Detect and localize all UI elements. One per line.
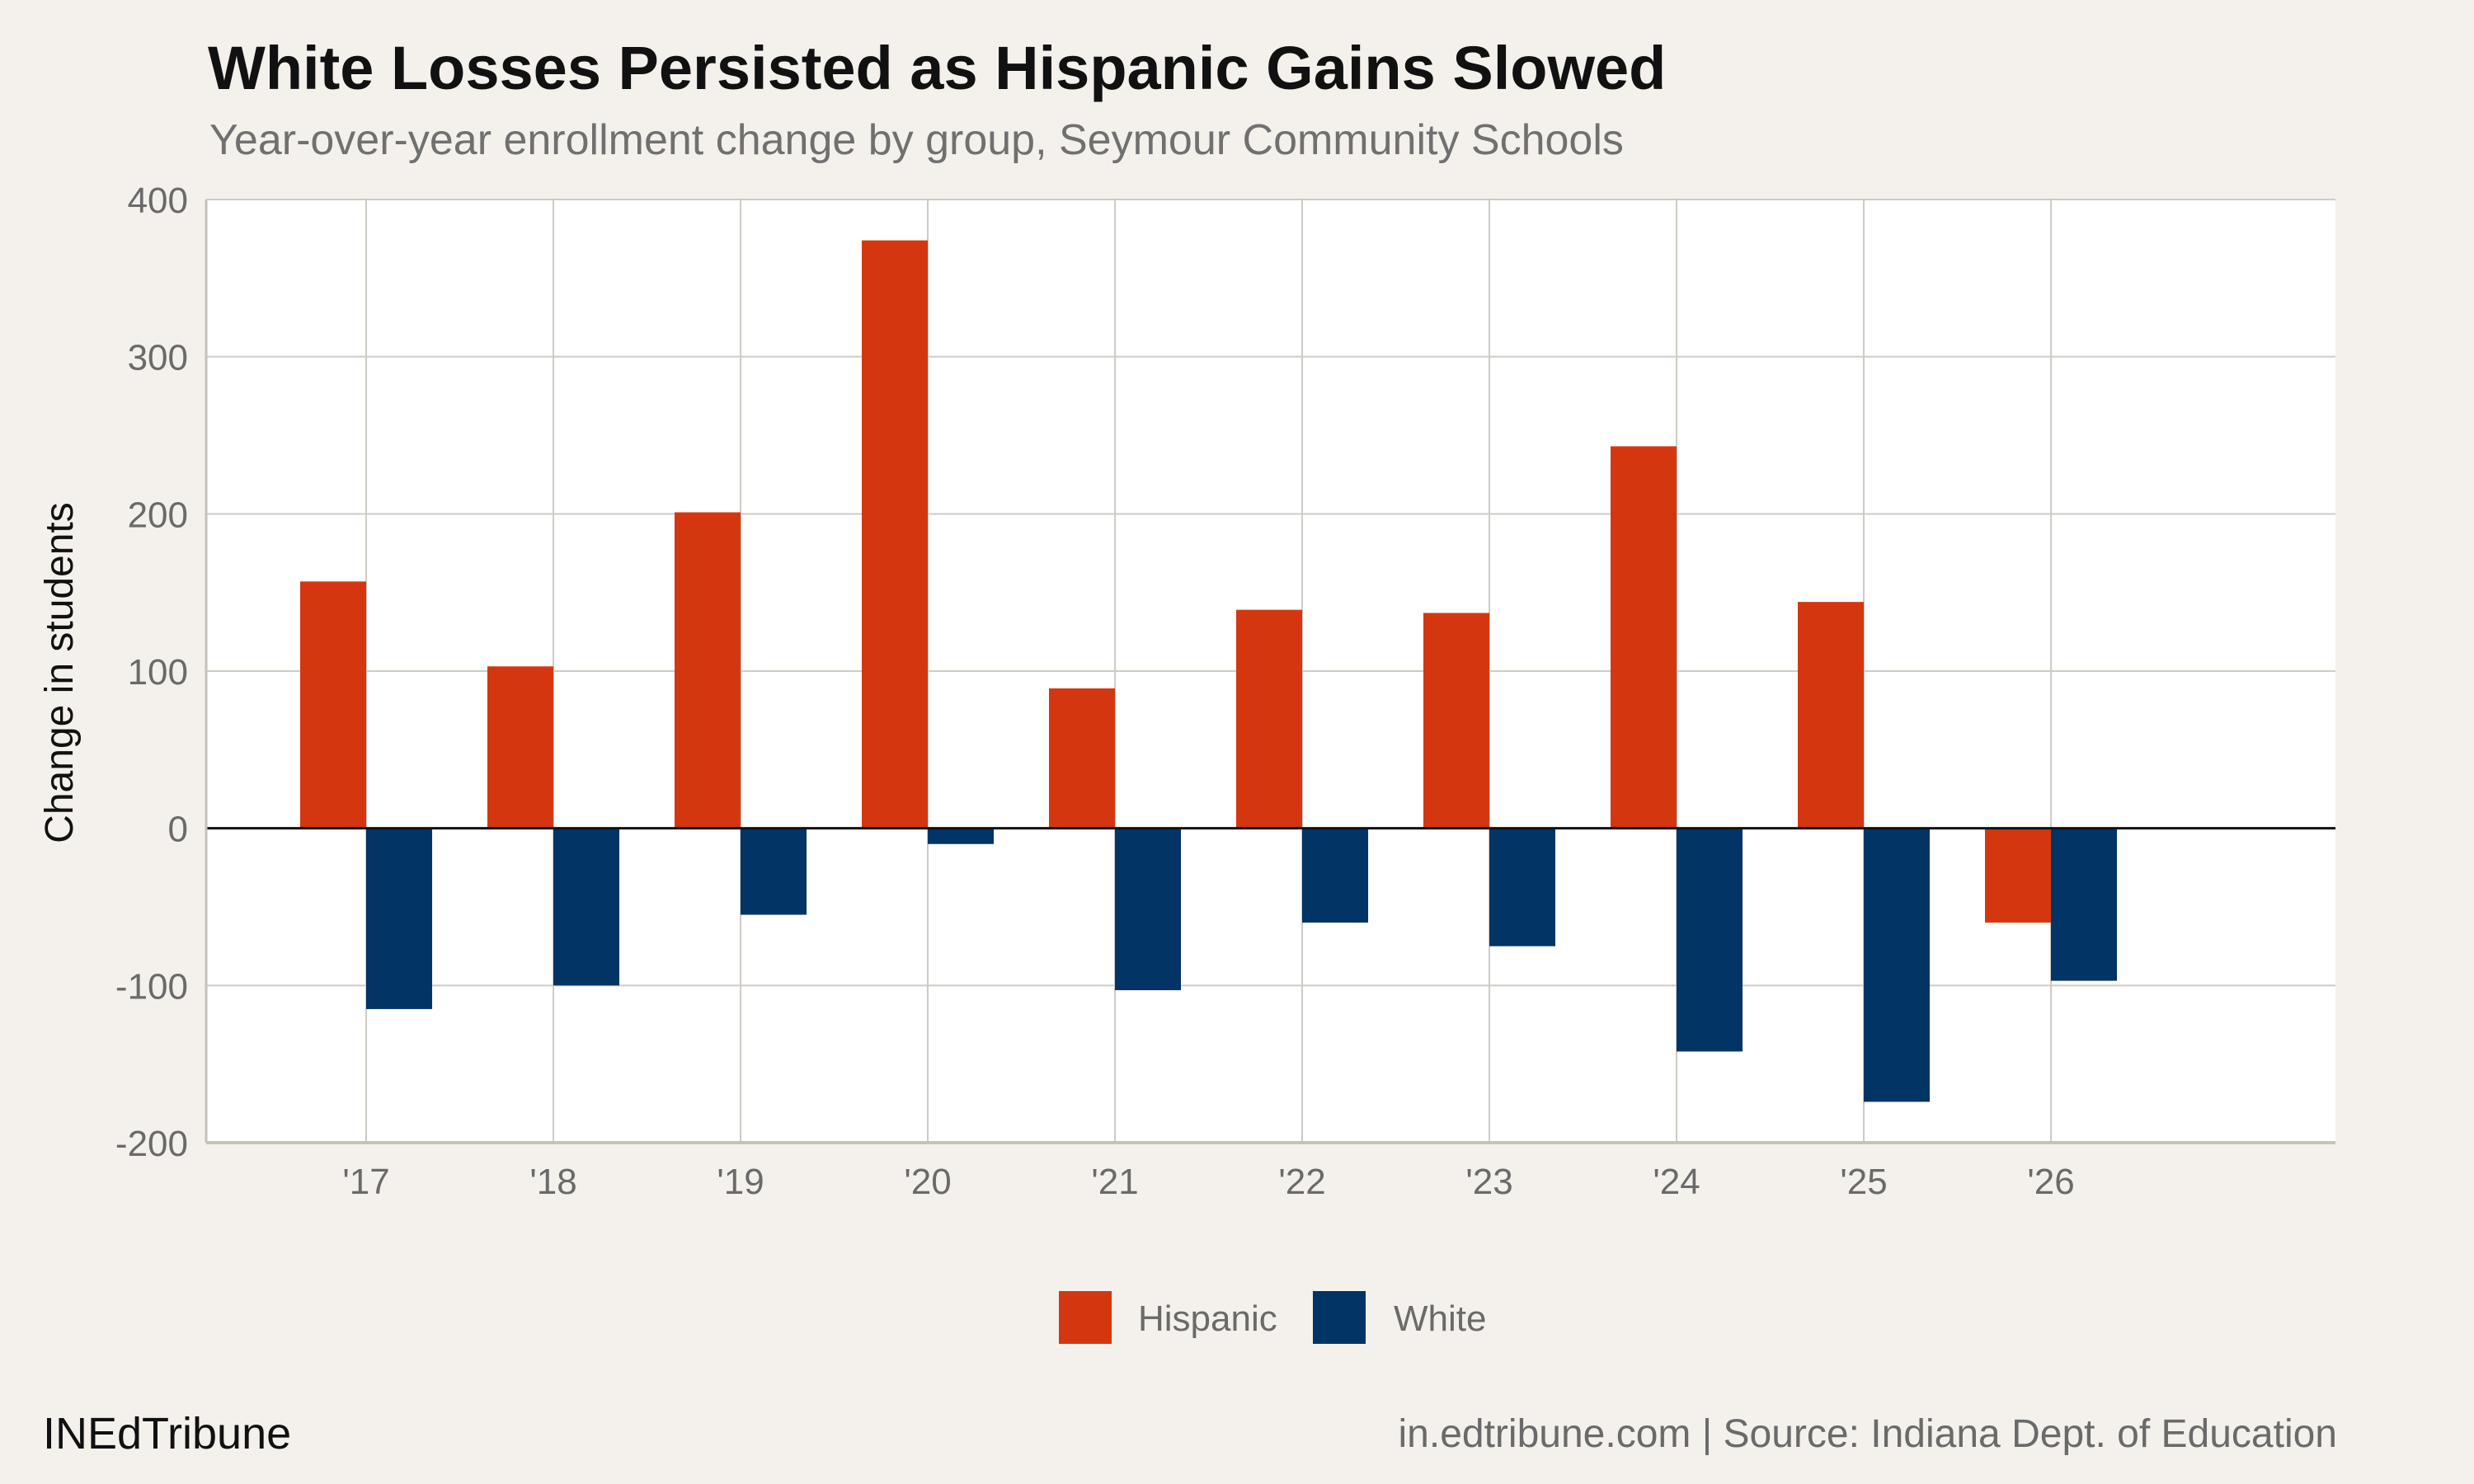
y-axis-label: Change in students bbox=[38, 502, 82, 843]
x-tick-label: '26 bbox=[2027, 1162, 2074, 1202]
bar-hispanic bbox=[862, 240, 928, 829]
bar-white bbox=[741, 828, 807, 915]
y-tick-label: 400 bbox=[128, 181, 188, 221]
bar-white bbox=[1677, 828, 1743, 1052]
footer-credit: in.edtribune.com | Source: Indiana Dept.… bbox=[1398, 1412, 2338, 1456]
axes: 400 300 200 100 0 -100 -200 '17 '18 '19 '20 '21 '22 '… bbox=[115, 181, 2335, 1202]
y-tick-label: 100 bbox=[128, 652, 188, 693]
bars bbox=[300, 240, 2117, 1102]
x-tick-label: '21 bbox=[1091, 1162, 1138, 1202]
bar-white bbox=[928, 828, 994, 844]
bar-white bbox=[1489, 828, 1555, 946]
legend-label-hispanic: Hispanic bbox=[1138, 1298, 1277, 1339]
bar-white bbox=[2051, 828, 2117, 981]
chart-title: White Losses Persisted as Hispanic Gains… bbox=[208, 34, 1667, 102]
x-tick-label: '23 bbox=[1465, 1162, 1512, 1202]
footer-brand: INEdTribune bbox=[43, 1409, 292, 1458]
x-tick-label: '25 bbox=[1840, 1162, 1887, 1202]
chart-subtitle: Year-over-year enrollment change by grou… bbox=[209, 116, 1624, 164]
bar-white bbox=[366, 828, 432, 1009]
x-tick-label: '17 bbox=[342, 1162, 389, 1202]
bar-hispanic bbox=[675, 512, 741, 829]
bar-hispanic bbox=[300, 581, 366, 829]
x-tick-label: '22 bbox=[1278, 1162, 1325, 1202]
x-tick-label: '20 bbox=[904, 1162, 951, 1202]
bar-hispanic bbox=[1423, 613, 1489, 829]
bar-hispanic bbox=[1611, 446, 1677, 829]
y-tick-label: 0 bbox=[168, 810, 188, 850]
bar-hispanic bbox=[487, 666, 553, 829]
legend-swatch-hispanic bbox=[1059, 1291, 1112, 1344]
legend-label-white: White bbox=[1394, 1298, 1486, 1339]
bar-white bbox=[553, 828, 619, 986]
bar-white bbox=[1864, 828, 1930, 1102]
bar-hispanic bbox=[1798, 602, 1864, 829]
legend: Hispanic White bbox=[1059, 1291, 1486, 1344]
x-tick-label: '19 bbox=[717, 1162, 764, 1202]
bar-hispanic bbox=[1049, 688, 1115, 829]
bar-white bbox=[1115, 828, 1181, 991]
legend-swatch-white bbox=[1313, 1291, 1366, 1344]
bar-hispanic bbox=[1985, 828, 2051, 923]
x-tick-label: '24 bbox=[1653, 1162, 1700, 1202]
y-tick-label: -200 bbox=[115, 1124, 188, 1164]
x-tick-label: '18 bbox=[529, 1162, 576, 1202]
y-tick-label: 300 bbox=[128, 338, 188, 378]
bar-white bbox=[1302, 828, 1368, 923]
y-tick-label: 200 bbox=[128, 495, 188, 535]
bar-hispanic bbox=[1236, 609, 1302, 829]
y-tick-label: -100 bbox=[115, 966, 188, 1007]
